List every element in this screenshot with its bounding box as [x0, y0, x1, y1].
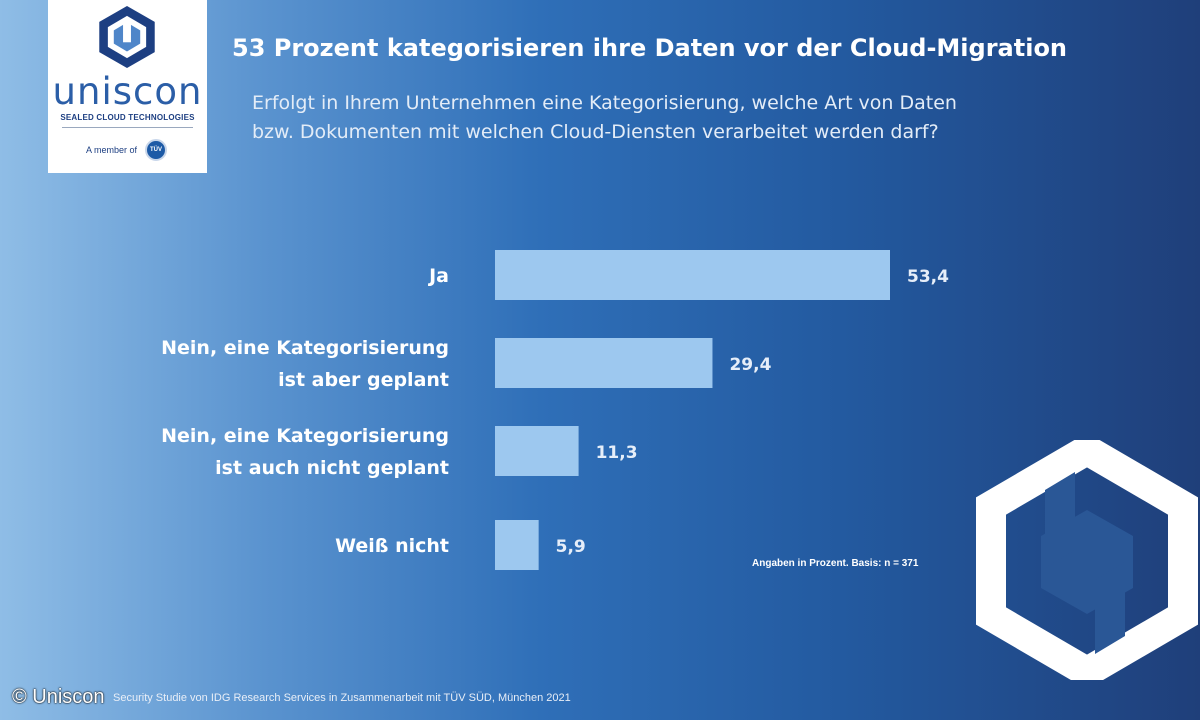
category-label: Ja [427, 265, 449, 287]
subtitle-line: Erfolgt in Ihrem Unternehmen eine Katego… [252, 92, 957, 114]
bar [495, 338, 713, 388]
logo-member-text: A member of [86, 145, 138, 155]
chart-title: 53 Prozent kategorisieren ihre Daten vor… [232, 34, 1068, 62]
bar-value-label: 29,4 [729, 355, 771, 375]
bar [495, 426, 579, 476]
category-label: Nein, eine Kategorisierung [161, 425, 449, 447]
uniscon-hexagon-icon [99, 5, 155, 69]
chart-subtitle: Erfolgt in Ihrem Unternehmen eine Katego… [252, 89, 1082, 147]
tuv-badge-icon: TÜV [145, 139, 167, 161]
footer: © Uniscon Security Studie von IDG Resear… [12, 686, 571, 712]
uniscon-logo: uniscon SEALED CLOUD TECHNOLOGIES A memb… [48, 0, 207, 173]
bar [495, 250, 890, 300]
subtitle-line: bzw. Dokumenten mit welchen Cloud-Dienst… [252, 121, 939, 143]
category-label: ist auch nicht geplant [215, 457, 449, 479]
bar-value-label: 53,4 [907, 267, 949, 287]
source-text: Security Studie von IDG Research Service… [113, 691, 571, 704]
chart-note: Angaben in Prozent. Basis: n = 371 [752, 558, 919, 569]
category-label: Weiß nicht [335, 535, 449, 557]
uniscon-hexagon-icon [976, 440, 1198, 680]
logo-wordmark: uniscon [52, 70, 203, 113]
logo-divider [62, 127, 193, 128]
bar [495, 520, 539, 570]
copyright-text: © Uniscon [12, 686, 105, 708]
bar-value-label: 5,9 [556, 537, 586, 557]
logo-tagline: SEALED CLOUD TECHNOLOGIES [60, 113, 195, 122]
category-label: ist aber geplant [278, 369, 449, 391]
category-label: Nein, eine Kategorisierung [161, 337, 449, 359]
bar-value-label: 11,3 [596, 443, 638, 463]
